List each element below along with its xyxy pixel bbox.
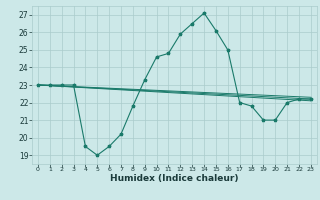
X-axis label: Humidex (Indice chaleur): Humidex (Indice chaleur) (110, 174, 239, 183)
